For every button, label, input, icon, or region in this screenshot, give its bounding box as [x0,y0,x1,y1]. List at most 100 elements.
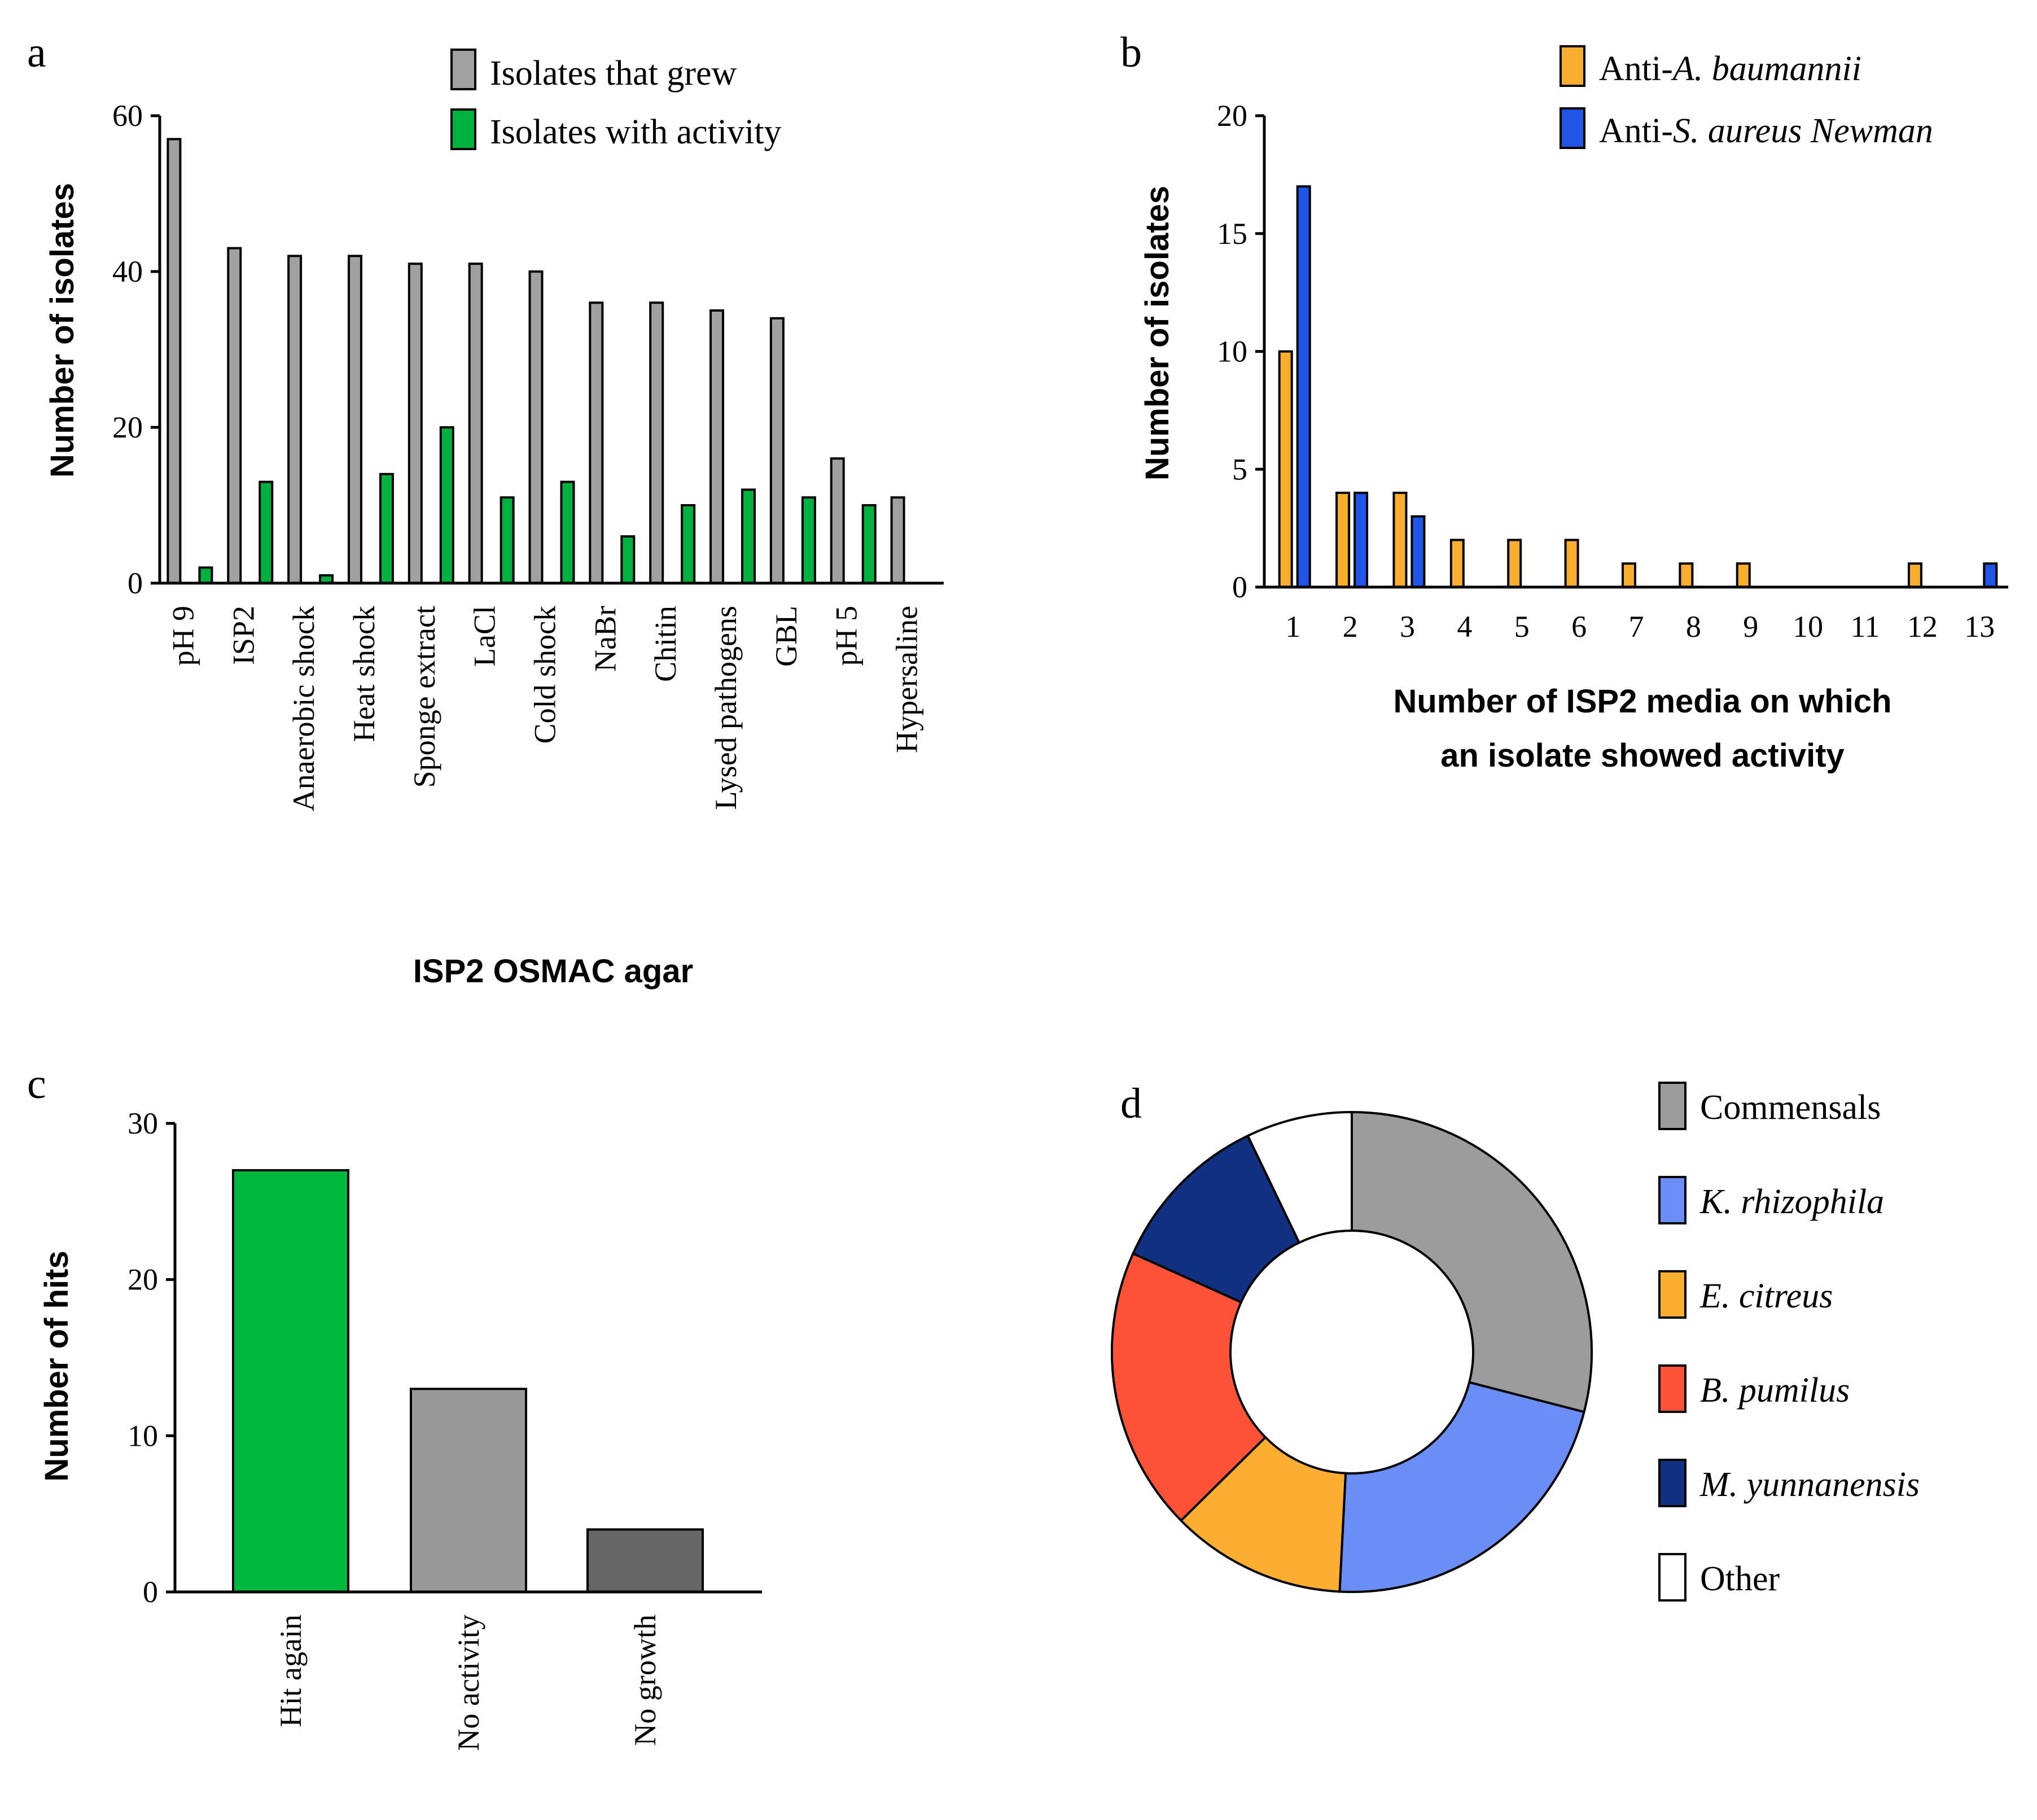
panel-a-y-tick-40: 40 [112,255,143,288]
panel-c-bar-no-growth [586,1528,704,1593]
panel-b-y-tick-20: 20 [1217,99,1247,133]
panel-a-legend-swatch-activity [450,108,476,150]
panel-a-bar-heat-shock-activity [379,473,394,584]
panel-a-bar-ph-9-activity [198,566,213,585]
panel-b-y-tick-5: 5 [1232,452,1247,486]
panel-a-bar-lacl-grew [468,262,483,584]
panel-b-x-label-13: 13 [1964,610,1995,644]
panel-d-slice-commensals [1351,1110,1593,1414]
panel-a-bar-isp2-activity [259,480,274,584]
panel-b-bar-9-baumannii [1736,562,1751,588]
panel-b-x-label-9: 9 [1743,610,1758,644]
panel-d-legend-swatch-k-rhizophila [1658,1176,1686,1224]
panel-a-bar-hypersaline-grew [890,496,905,585]
panel-a-y-tick-60: 60 [112,99,143,133]
panel-d-legend-label-k-rhizophila: K. rhizophila [1699,1183,1884,1221]
panel-a-legend-label-grew: Isolates that grew [490,54,737,93]
panel-c-y-ticks: 0 10 20 30 [128,1106,175,1609]
panel-a-bar-chitin-activity [681,504,696,584]
panel-b-y-tick-10: 10 [1217,335,1247,369]
panel-b-x-label-2: 2 [1343,610,1358,644]
panel-b-x-label-10: 10 [1793,610,1823,644]
panel-b-x-label-12: 12 [1907,610,1938,644]
panel-a-bar-lacl-activity [500,496,515,585]
panel-d-letter: d [1120,1080,1142,1127]
panel-c-y-tick-20: 20 [128,1263,158,1297]
panel-c-x-label-no-activity: No activity [452,1615,485,1751]
panel-a-x-label-anaerobic-shock: Anaerobic shock [287,606,321,811]
panel-b-x-label-1: 1 [1285,610,1300,644]
panel-c-y-tick-30: 30 [128,1106,158,1140]
panel-a-bar-gbl-grew [769,317,785,584]
panel-a-legend: Isolates that grew Isolates with activit… [450,49,782,151]
panel-b-y-tick-0: 0 [1232,570,1247,604]
panel-b-legend-swatch-baumannii [1559,45,1585,87]
panel-a-x-labels: pH 9 ISP2 Anaerobic shock Heat shock Sponge … [166,606,923,811]
panel-a-bar-anaerobic-shock-grew [287,255,303,584]
panel-b-x-label-8: 8 [1686,610,1701,644]
panel-a-x-label-ph-9: pH 9 [166,606,200,666]
panel-b-bar-6-baumannii [1564,539,1579,588]
panel-a-y-tick-20: 20 [112,410,143,444]
panel-b-axes [1263,116,2008,589]
panel-a-x-label-heat-shock: Heat shock [347,606,381,742]
panel-c-x-label-no-growth: No growth [628,1615,662,1745]
panel-b-x-label-11: 11 [1851,610,1880,644]
panel-b-bar-1-aureus [1296,185,1311,588]
panel-d-legend-swatch-m-yunnanensis [1658,1459,1686,1507]
panel-b-legend-swatch-aureus [1559,107,1585,149]
panel-d-legend-swatch-commensals [1658,1082,1686,1130]
panel-a-bar-cold-shock-activity [560,480,575,584]
panel-a-y-axis-title: Number of isolates [44,183,81,478]
panel-b-x-label-7: 7 [1629,610,1644,644]
panel-d-slices [1111,1110,1593,1593]
panel-a-bar-ph-9-grew [167,138,182,584]
panel-d-slice-m-yunnanensis [1131,1134,1301,1304]
panel-a-bar-nabr-grew [589,301,604,584]
panel-a-bar-ph-5-grew [830,457,845,585]
panel-b-legend-label-aureus: Anti-S. aureus Newman [1599,112,1933,150]
panel-b-x-label-4: 4 [1457,610,1472,644]
panel-c-x-labels: Hit again No activity No growth [274,1615,662,1751]
panel-d-legend-label-commensals: Commensals [1700,1088,1881,1127]
panel-a-bar-sponge-extract-activity [439,426,454,584]
panel-d-slice-other [1246,1110,1353,1244]
panel-a-legend-swatch-grew [450,49,476,90]
panel-a-x-label-sponge-extract: Sponge extract [408,606,441,788]
panel-c-bar-no-activity [410,1388,527,1593]
panel-a-bar-chitin-grew [649,301,664,584]
panel-d-legend-label-m-yunnanensis: M. yunnanensis [1699,1465,1920,1504]
panel-a-bar-sponge-extract-grew [408,262,423,584]
panel-b-bar-4-baumannii [1449,539,1465,588]
panel-b-x-label-6: 6 [1571,610,1587,644]
panel-b-legend-label-baumannii: Anti-A. baumannii [1599,50,1861,88]
panel-a-x-label-nabr: NaBr [588,606,622,672]
panel-a-y-ticks: 0 20 40 60 [112,99,160,600]
panel-b-y-axis-title: Number of isolates [1139,186,1176,480]
panel-a-axes [158,116,944,585]
panel-c-x-label-hit-again: Hit again [274,1615,308,1727]
panel-a-legend-label-activity: Isolates with activity [490,113,782,151]
panel-a-x-label-chitin: Chitin [649,606,682,682]
panel-d-slice-k-rhizophila [1338,1381,1585,1593]
panel-a-bars [167,138,905,585]
panel-b-letter: b [1120,29,1142,76]
panel-c-bars [232,1169,704,1593]
panel-a-bar-gbl-activity [801,496,816,585]
panel-a-bar-lysed-pathogens-grew [709,309,725,584]
panel-d-slice-b-pumilus [1111,1252,1267,1523]
panel-d-legend-label-b-pumilus: B. pumilus [1700,1371,1850,1410]
panel-b-bar-12-baumannii [1907,562,1922,588]
panel-c-letter: c [27,1060,46,1108]
panel-b-bar-8-baumannii [1679,562,1694,588]
panel-b-bar-2-baumannii [1335,492,1351,588]
panel-a-bar-cold-shock-grew [528,270,544,584]
panel-d-slice-e-citreus [1179,1436,1347,1593]
panel-a-letter: a [27,29,46,76]
panel-a-bar-nabr-activity [620,535,636,585]
panel-a-x-label-hypersaline: Hypersaline [890,606,924,753]
panel-a-bar-heat-shock-grew [347,255,362,584]
panel-a-x-label-lacl: LaCl [468,606,502,667]
